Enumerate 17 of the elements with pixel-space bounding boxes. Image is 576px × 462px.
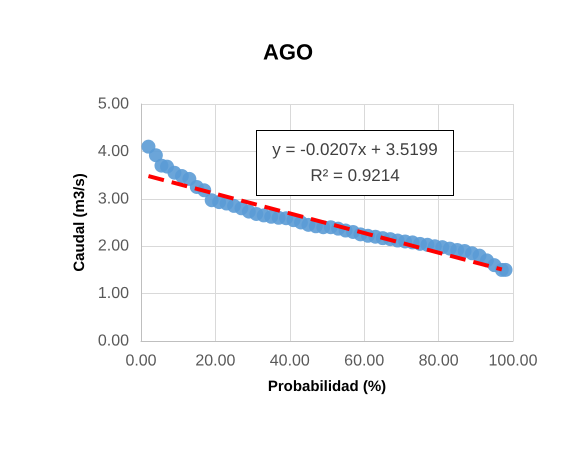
x-tick-label: 60.00 xyxy=(344,352,384,370)
y-tick-label: 5.00 xyxy=(98,96,130,112)
y-tick-label: 1.00 xyxy=(98,285,130,302)
annotation: y = -0.0207x + 3.5199 xyxy=(271,139,439,161)
chart-title: AGO xyxy=(262,40,314,64)
y-tick-label: 2.00 xyxy=(98,238,130,255)
x-tick-label: 80.00 xyxy=(418,352,459,370)
x-tick-label: 20.00 xyxy=(195,352,236,370)
y-axis-title: Caudal (m3/s) xyxy=(70,173,88,272)
x-tick-label: 40.00 xyxy=(270,352,310,370)
annotation: R² = 0.9214 xyxy=(309,165,401,187)
x-tick-label: 0.00 xyxy=(125,352,157,370)
x-axis-title: Probabilidad (%) xyxy=(268,378,386,395)
x-tick-label: 100.00 xyxy=(488,352,538,370)
y-tick-label: 0.00 xyxy=(98,332,130,350)
y-tick-label: 4.00 xyxy=(98,142,130,160)
y-tick-label: 3.00 xyxy=(98,190,130,208)
